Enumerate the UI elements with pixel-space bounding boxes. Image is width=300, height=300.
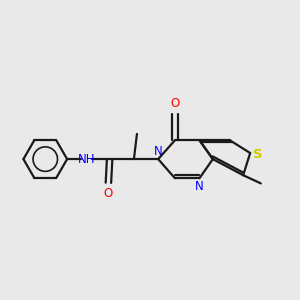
Text: O: O (170, 97, 179, 110)
Text: N: N (195, 180, 204, 193)
Text: N: N (154, 145, 163, 158)
Text: NH: NH (77, 153, 95, 166)
Text: S: S (253, 148, 263, 161)
Text: O: O (104, 187, 113, 200)
